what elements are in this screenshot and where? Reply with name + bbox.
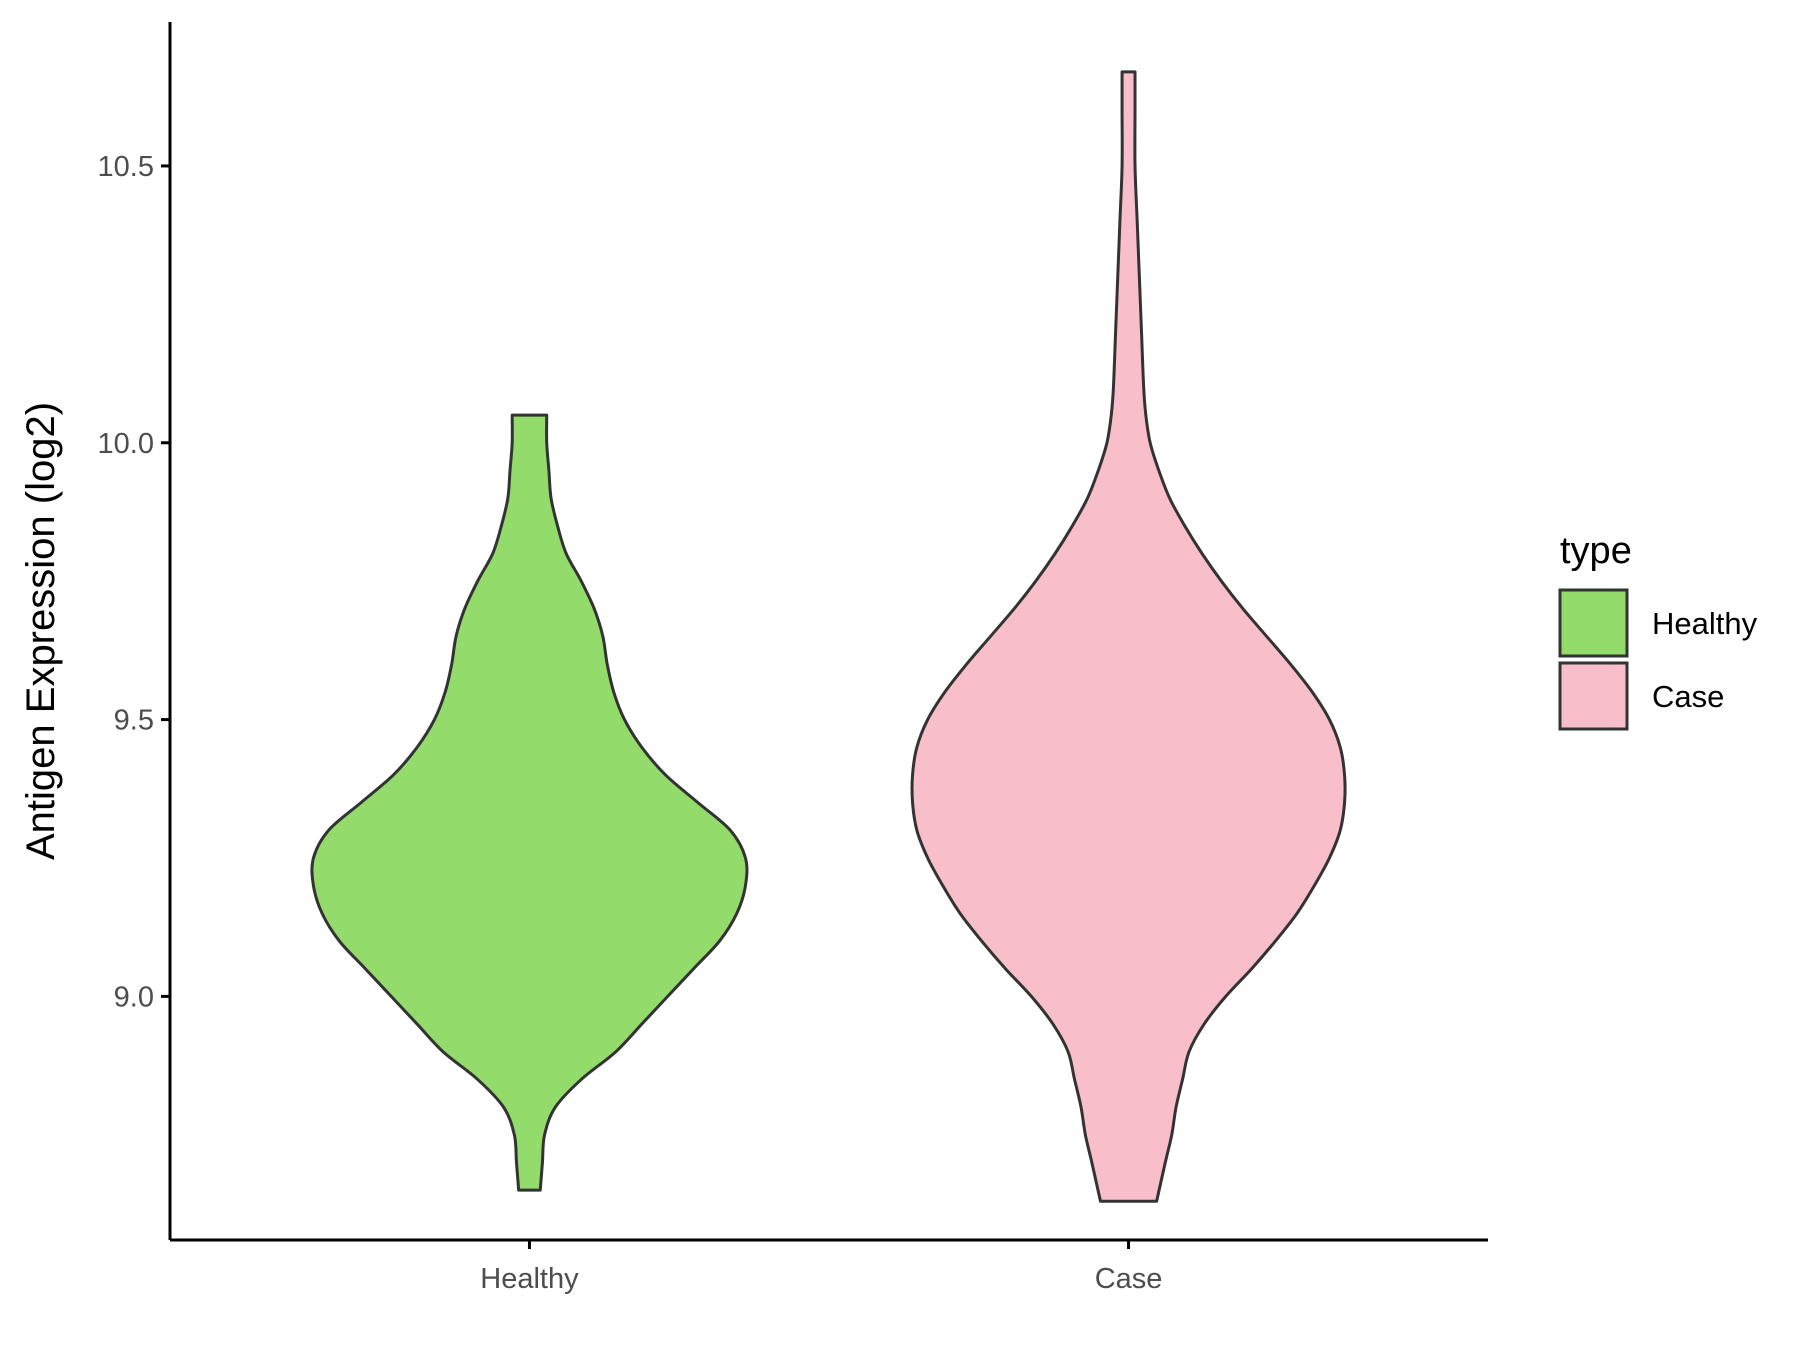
legend-label-case: Case [1652, 679, 1724, 714]
violin-case [910, 70, 1347, 1203]
axes [168, 22, 1488, 1242]
legend-key-case [1558, 661, 1629, 731]
legend-key-healthy [1558, 588, 1629, 658]
x-tick-label: Case [1095, 1263, 1163, 1295]
y-axis-title: Antigen Expression (log2) [19, 402, 63, 860]
y-tick-label: 10.0 [98, 428, 154, 460]
y-tick-label: 9.5 [114, 705, 154, 737]
y-tick-label: 10.5 [98, 151, 154, 183]
x-tick-label: Healthy [480, 1263, 579, 1295]
x-ticks: Healthy Case [480, 1240, 1162, 1295]
legend: type Healthy Case [1558, 530, 1758, 731]
y-tick-label: 9.0 [114, 981, 154, 1013]
violin-healthy [310, 413, 749, 1192]
legend-label-healthy: Healthy [1652, 606, 1758, 641]
violin-layer [310, 70, 1347, 1203]
legend-items: Healthy Case [1558, 588, 1758, 731]
y-ticks: 9.0 9.5 10.0 10.5 [98, 151, 170, 1013]
legend-title: type [1560, 530, 1632, 572]
